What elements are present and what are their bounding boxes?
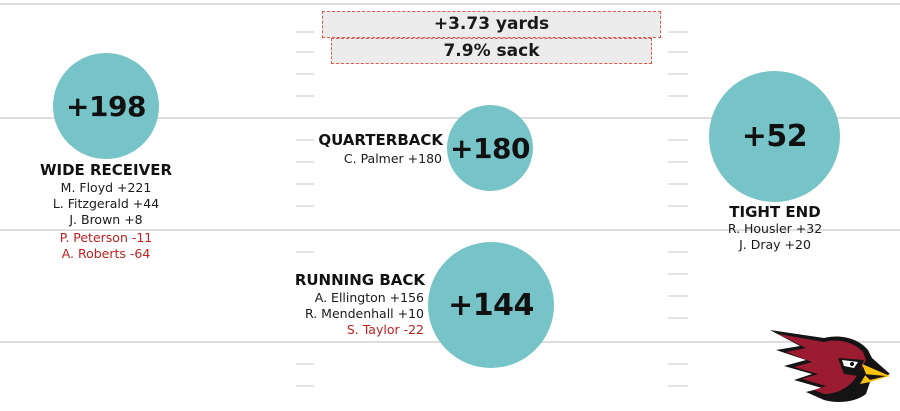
wide-receiver-total: +198 — [66, 89, 146, 123]
player-r-mendenhall: R. Mendenhall +10 — [304, 306, 424, 321]
player-l-fitzgerald: L. Fitzgerald +44 — [52, 196, 160, 211]
yards-stat: +3.73 yards — [433, 14, 550, 34]
player-a-ellington: A. Ellington +156 — [314, 290, 424, 305]
quarterback-circle: +180 — [447, 105, 533, 191]
wide-receiver-title: WIDE RECEIVER — [39, 161, 173, 179]
player-j-dray: J. Dray +20 — [739, 237, 811, 252]
tight-end-circle: +52 — [709, 71, 840, 202]
cardinal-head-icon — [770, 330, 890, 402]
player-j-brown: J. Brown +8 — [69, 212, 143, 227]
yards-stat-box: +3.73 yards — [322, 11, 661, 38]
quarterback-total: +180 — [450, 131, 530, 165]
running-back-circle: +144 — [428, 242, 554, 368]
player-r-housler: R. Housler +32 — [727, 221, 823, 236]
player-c-palmer: C. Palmer +180 — [343, 151, 442, 166]
player-s-taylor: S. Taylor -22 — [346, 322, 424, 337]
running-back-title: RUNNING BACK — [294, 271, 425, 289]
sack-stat-box: 7.9% sack — [331, 38, 652, 64]
running-back-total: +144 — [448, 287, 534, 323]
player-a-roberts: A. Roberts -64 — [61, 246, 151, 261]
tight-end-total: +52 — [741, 119, 808, 154]
quarterback-title: QUARTERBACK — [318, 131, 443, 149]
player-p-peterson: P. Peterson -11 — [59, 230, 153, 245]
tight-end-title: TIGHT END — [729, 203, 821, 221]
player-m-floyd: M. Floyd +221 — [60, 180, 152, 195]
sack-stat: 7.9% sack — [443, 41, 540, 61]
wide-receiver-circle: +198 — [53, 53, 159, 159]
